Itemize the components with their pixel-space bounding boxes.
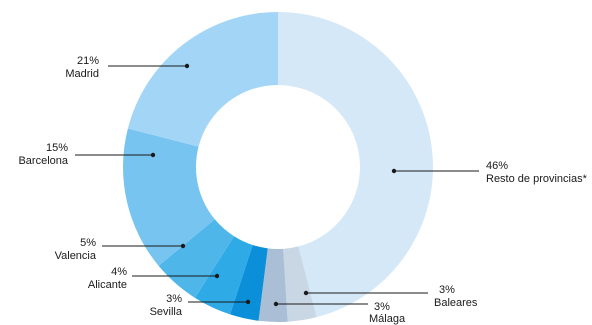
category-label-madrid: Madrid bbox=[65, 68, 99, 80]
slice-labels: 21% Madrid 15% Barcelona 5% Valencia 4% … bbox=[18, 55, 587, 325]
leader-dot-malaga bbox=[273, 301, 279, 307]
value-label-madrid: 21% bbox=[77, 55, 99, 67]
category-label-resto: Resto de provincias* bbox=[486, 173, 588, 185]
leader-dot-sevilla bbox=[245, 299, 251, 305]
value-label-baleares: 3% bbox=[439, 284, 455, 296]
category-label-sevilla: Sevilla bbox=[150, 306, 183, 318]
value-label-malaga: 3% bbox=[374, 301, 390, 313]
slice-madrid bbox=[127, 12, 278, 147]
leader-lines bbox=[75, 63, 479, 307]
leader-dot-resto bbox=[391, 168, 397, 174]
leader-dot-madrid bbox=[184, 63, 190, 69]
slice-baleares bbox=[283, 246, 317, 322]
category-label-malaga: Málaga bbox=[369, 313, 406, 325]
slice-alicante bbox=[194, 236, 253, 315]
leader-dot-barcelona bbox=[150, 152, 156, 158]
category-label-valencia: Valencia bbox=[55, 250, 97, 262]
category-label-baleares: Baleares bbox=[434, 297, 478, 309]
slice-barcelona bbox=[122, 128, 215, 266]
category-label-barcelona: Barcelona bbox=[18, 155, 68, 167]
value-label-valencia: 5% bbox=[80, 237, 96, 249]
leader-dot-alicante bbox=[214, 273, 220, 279]
leader-dot-valencia bbox=[180, 243, 186, 249]
category-label-alicante: Alicante bbox=[88, 279, 127, 291]
value-label-resto: 46% bbox=[486, 160, 508, 172]
slice-resto-de-provincias bbox=[278, 12, 434, 318]
slice-valencia bbox=[158, 219, 235, 298]
value-label-barcelona: 15% bbox=[46, 142, 68, 154]
value-label-alicante: 4% bbox=[111, 266, 127, 278]
leader-dot-baleares bbox=[303, 290, 309, 296]
value-label-sevilla: 3% bbox=[166, 293, 182, 305]
